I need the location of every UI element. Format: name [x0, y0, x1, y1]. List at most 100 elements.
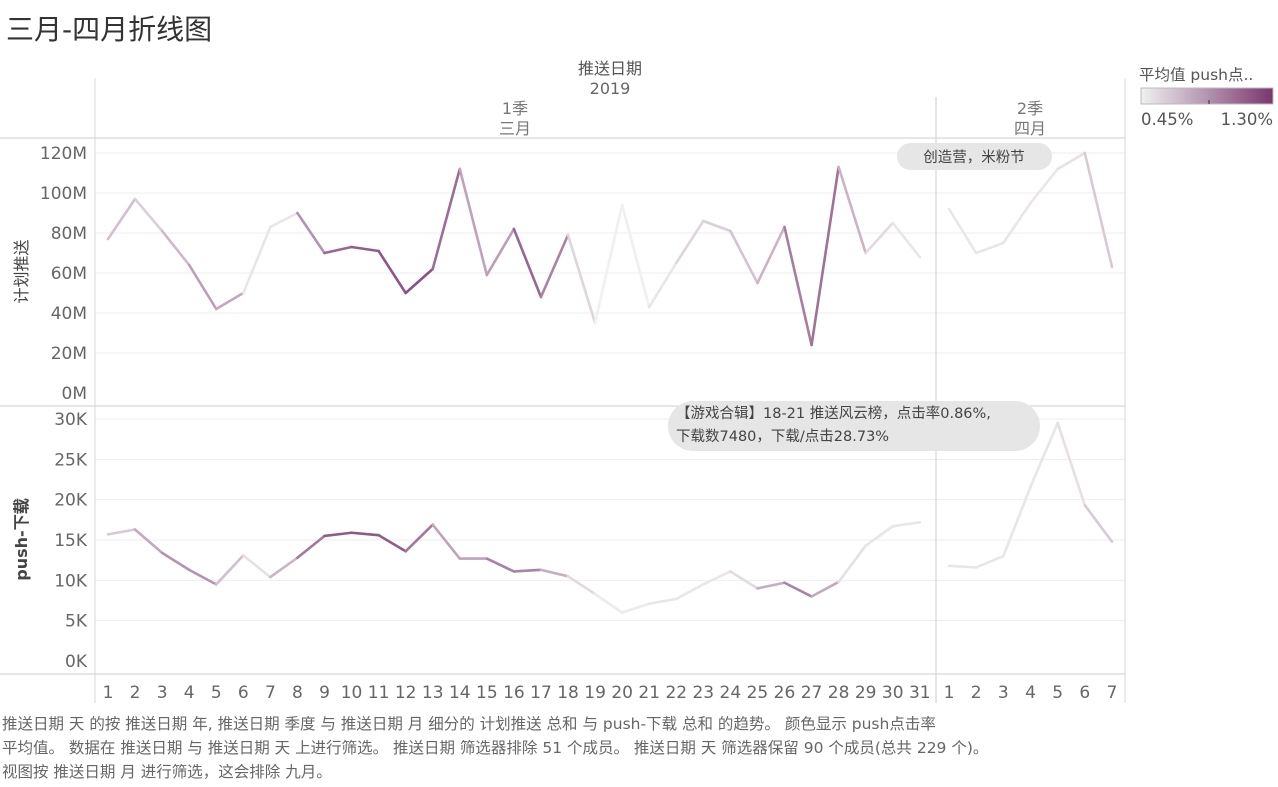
- series-line-segment: [620, 203, 651, 309]
- y-tick-label: 25K: [54, 450, 88, 470]
- series-line-segment: [729, 570, 759, 590]
- series-line-segment: [1083, 504, 1114, 543]
- series-line-segment: [702, 219, 732, 233]
- y-tick-label: 0K: [65, 652, 88, 672]
- annotation-text: 下载数7480，下载/点击28.73%: [676, 428, 889, 445]
- series-line-segment: [431, 523, 462, 560]
- x-tick-label: 4: [1025, 683, 1036, 703]
- x-tick-label: 21: [638, 683, 660, 703]
- series-line-segment: [1002, 485, 1032, 558]
- y-tick-label: 0M: [62, 384, 87, 404]
- y-tick-label: 120M: [40, 144, 87, 164]
- y-tick-label: 100M: [40, 184, 87, 204]
- header-quarter-label: 1季: [502, 99, 528, 118]
- series-line-segment: [133, 528, 164, 555]
- x-tick-label: 5: [1052, 683, 1063, 703]
- x-tick-label: 5: [211, 683, 222, 703]
- x-tick-label: 15: [476, 683, 498, 703]
- series-line-segment: [539, 233, 570, 299]
- series-line-segment: [350, 531, 380, 537]
- series-line-segment: [296, 534, 326, 560]
- series-line-segment: [729, 229, 759, 285]
- series-line-segment: [810, 165, 840, 347]
- series-line-segment: [864, 221, 895, 255]
- x-tick-label: 13: [422, 683, 444, 703]
- caption-line: 推送日期 天 的按 推送日期 年, 推送日期 季度 与 推送日期 月 细分的 计…: [2, 715, 936, 733]
- y-tick-label: 80M: [51, 224, 87, 244]
- x-tick-label: 3: [998, 683, 1009, 703]
- series-line-segment: [296, 211, 326, 255]
- header-year-label: 2019: [590, 79, 631, 98]
- x-tick-label: 18: [557, 683, 579, 703]
- series-line-segment: [404, 523, 435, 553]
- series-line-segment: [269, 556, 299, 579]
- y-tick-label: 30K: [54, 410, 88, 430]
- caption-line: 平均值。 数据在 推送日期 与 推送日期 天 上进行筛选。 推送日期 筛选器排除…: [2, 739, 989, 757]
- x-tick-label: 12: [395, 683, 417, 703]
- x-tick-label: 2: [971, 683, 982, 703]
- series-line-segment: [566, 233, 597, 325]
- x-tick-label: 6: [1079, 683, 1090, 703]
- series-line-segment: [512, 227, 543, 299]
- y-tick-label: 40M: [51, 304, 87, 324]
- series-line-segment: [1083, 151, 1114, 269]
- series-line-segment: [458, 167, 489, 277]
- series-line-segment: [1056, 151, 1087, 171]
- series-line-segment: [837, 544, 867, 584]
- series-line-segment: [242, 225, 272, 295]
- x-tick-label: 6: [238, 683, 249, 703]
- x-tick-label: 28: [828, 683, 850, 703]
- legend-gradient-bar: [1140, 87, 1274, 105]
- series-line-segment: [214, 291, 245, 311]
- series-line-segment: [674, 583, 705, 601]
- x-tick-label: 3: [157, 683, 168, 703]
- series-line-segment: [837, 165, 867, 255]
- legend-max-label: 1.30%: [1221, 110, 1273, 129]
- series-line-segment: [864, 524, 895, 547]
- chart-title: 三月-四月折线图: [6, 13, 213, 46]
- y-tick-label: 5K: [65, 612, 88, 632]
- y-tick-label: 60M: [51, 264, 87, 284]
- x-tick-label: 20: [611, 683, 633, 703]
- x-tick-label: 26: [774, 683, 796, 703]
- x-tick-label: 11: [368, 683, 390, 703]
- series-line-segment: [242, 554, 272, 579]
- series-line-segment: [947, 207, 978, 255]
- series-line-segment: [810, 580, 840, 598]
- series-line-segment: [593, 592, 624, 614]
- series-line-segment: [160, 229, 191, 267]
- x-tick-label: 22: [665, 683, 687, 703]
- annotation-box: [897, 143, 1052, 170]
- annotation-text: 【游戏合辑】18-21 推送风云榜，点击率0.86%,: [676, 405, 991, 422]
- annotation-box: [668, 401, 1040, 451]
- series-line-segment: [187, 568, 218, 586]
- x-tick-label: 7: [1107, 683, 1118, 703]
- series-line-segment: [974, 241, 1005, 255]
- x-tick-label: 1: [944, 683, 955, 703]
- series-line-segment: [620, 602, 651, 614]
- series-line-segment: [485, 557, 516, 573]
- x-tick-label: 30: [882, 683, 904, 703]
- series-line-segment: [756, 225, 786, 285]
- line-chart: 推送日期20191季三月2季四月0M20M40M60M80M100M120M计划…: [0, 59, 1274, 703]
- series-line-segment: [891, 520, 922, 528]
- header-month-label: 四月: [1014, 119, 1046, 138]
- series-line-segment: [431, 167, 462, 271]
- series-line-segment: [187, 263, 218, 311]
- x-tick-label: 31: [909, 683, 931, 703]
- series-line-segment: [1029, 421, 1059, 489]
- y-tick-label: 10K: [54, 571, 88, 591]
- y-axis-label: 计划推送: [12, 239, 31, 303]
- x-tick-label: 7: [265, 683, 276, 703]
- caption-line: 视图按 推送日期 月 进行筛选，这会排除 九月。: [2, 763, 332, 781]
- series-line-segment: [512, 568, 543, 573]
- series-line-segment: [214, 554, 245, 586]
- series-line-segment: [593, 203, 624, 325]
- x-tick-label: 29: [855, 683, 877, 703]
- series-line-segment: [323, 245, 353, 255]
- series-line-segment: [674, 219, 705, 265]
- x-tick-label: 19: [584, 683, 606, 703]
- x-tick-label: 10: [341, 683, 363, 703]
- series-line-segment: [1056, 421, 1087, 507]
- series-line-segment: [1002, 201, 1032, 245]
